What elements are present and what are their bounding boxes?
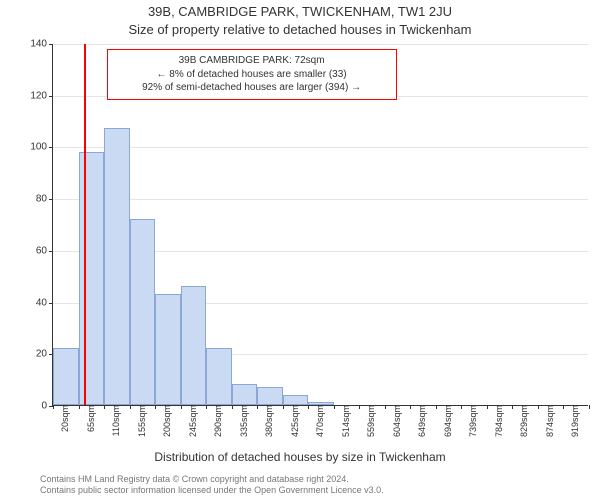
x-tick-mark [79, 405, 80, 409]
y-tick-mark [49, 44, 53, 45]
x-tick-label: 919sqm [567, 405, 580, 437]
x-tick-mark [410, 405, 411, 409]
x-tick-mark [257, 405, 258, 409]
x-tick-mark [155, 405, 156, 409]
y-tick-label: 100 [30, 142, 47, 153]
x-tick-label: 829sqm [516, 405, 529, 437]
x-tick-mark [589, 405, 590, 409]
x-tick-label: 20sqm [57, 405, 70, 432]
x-tick-mark [538, 405, 539, 409]
footer-line-2: Contains public sector information licen… [40, 485, 384, 496]
x-tick-label: 739sqm [465, 405, 478, 437]
y-tick-label: 0 [41, 401, 47, 412]
x-tick-mark [232, 405, 233, 409]
y-tick-label: 40 [36, 297, 47, 308]
x-tick-mark [487, 405, 488, 409]
y-tick-label: 20 [36, 349, 47, 360]
x-tick-label: 874sqm [542, 405, 555, 437]
histogram-bar [104, 128, 130, 405]
chart-supertitle: 39B, CAMBRIDGE PARK, TWICKENHAM, TW1 2JU [0, 4, 600, 19]
x-tick-mark [436, 405, 437, 409]
histogram-bar [155, 294, 181, 405]
annotation-smaller-pct: ← 8% of detached houses are smaller (33) [116, 68, 388, 82]
annotation-property-size: 39B CAMBRIDGE PARK: 72sqm [116, 54, 388, 68]
x-tick-label: 335sqm [236, 405, 249, 437]
x-tick-mark [461, 405, 462, 409]
y-tick-mark [49, 251, 53, 252]
x-tick-mark [512, 405, 513, 409]
chart-container: 39B, CAMBRIDGE PARK, TWICKENHAM, TW1 2JU… [0, 0, 600, 500]
y-tick-label: 80 [36, 194, 47, 205]
x-tick-label: 649sqm [414, 405, 427, 437]
y-tick-mark [49, 303, 53, 304]
x-tick-label: 245sqm [185, 405, 198, 437]
gridline [53, 199, 588, 200]
y-tick-mark [49, 199, 53, 200]
annotation-box: 39B CAMBRIDGE PARK: 72sqm← 8% of detache… [107, 49, 397, 100]
x-tick-label: 380sqm [261, 405, 274, 437]
y-tick-mark [49, 147, 53, 148]
y-tick-label: 120 [30, 90, 47, 101]
x-tick-label: 784sqm [491, 405, 504, 437]
x-tick-label: 65sqm [83, 405, 96, 432]
property-marker-line [84, 44, 86, 405]
histogram-bar [283, 395, 309, 405]
x-tick-mark [283, 405, 284, 409]
chart-title: Size of property relative to detached ho… [0, 22, 600, 37]
x-tick-label: 694sqm [440, 405, 453, 437]
x-tick-mark [308, 405, 309, 409]
x-tick-label: 470sqm [312, 405, 325, 437]
x-tick-label: 110sqm [108, 405, 121, 436]
x-tick-mark [563, 405, 564, 409]
x-tick-mark [181, 405, 182, 409]
x-tick-label: 425sqm [287, 405, 300, 437]
x-tick-mark [130, 405, 131, 409]
x-tick-label: 514sqm [338, 405, 351, 437]
annotation-larger-pct: 92% of semi-detached houses are larger (… [116, 81, 388, 95]
histogram-bar [130, 219, 156, 405]
footer-attribution: Contains HM Land Registry data © Crown c… [40, 474, 384, 497]
x-axis-label: Distribution of detached houses by size … [0, 450, 600, 464]
y-tick-label: 60 [36, 245, 47, 256]
y-tick-label: 140 [30, 39, 47, 50]
x-tick-label: 200sqm [159, 405, 172, 437]
x-tick-mark [385, 405, 386, 409]
x-tick-mark [359, 405, 360, 409]
histogram-bar [181, 286, 207, 405]
histogram-bar [79, 152, 105, 405]
histogram-bar [53, 348, 79, 405]
gridline [53, 44, 588, 45]
histogram-bar [232, 384, 258, 405]
x-tick-label: 155sqm [134, 405, 147, 437]
x-tick-mark [334, 405, 335, 409]
x-tick-mark [206, 405, 207, 409]
x-tick-label: 604sqm [389, 405, 402, 437]
x-tick-mark [53, 405, 54, 409]
x-tick-mark [104, 405, 105, 409]
plot-area: 02040608010012014020sqm65sqm110sqm155sqm… [52, 44, 588, 406]
histogram-bar [206, 348, 232, 405]
histogram-bar [257, 387, 283, 405]
y-tick-mark [49, 96, 53, 97]
x-tick-label: 290sqm [210, 405, 223, 437]
footer-line-1: Contains HM Land Registry data © Crown c… [40, 474, 384, 485]
gridline [53, 147, 588, 148]
x-tick-label: 559sqm [363, 405, 376, 437]
